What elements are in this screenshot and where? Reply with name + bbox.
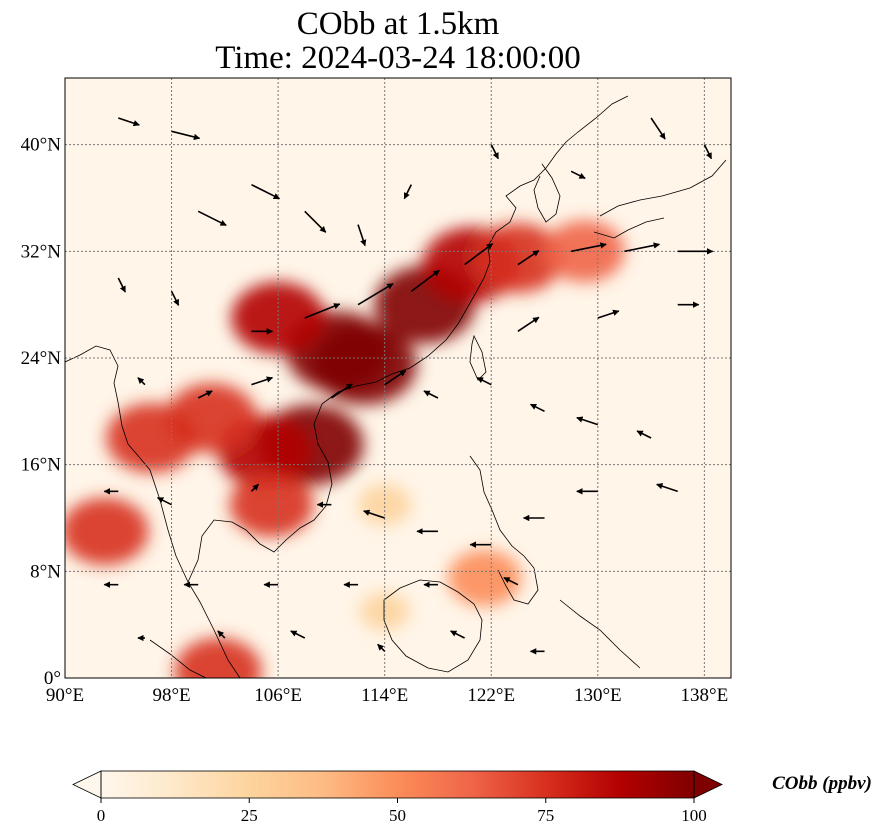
wind-arrow: [571, 242, 607, 253]
wind-arrow: [476, 376, 492, 386]
lon-tick-label: 90°E: [46, 685, 84, 706]
wind-arrow: [197, 390, 213, 399]
wind-arrow: [597, 309, 620, 319]
lon-tick-label: 106°E: [254, 685, 302, 706]
wind-arrow: [251, 376, 274, 386]
wind-arrow: [650, 117, 666, 140]
wind-arrow: [464, 243, 494, 266]
plume-east-china-sea: [472, 223, 564, 293]
wind-arrow: [517, 316, 540, 332]
wind-arrow: [118, 117, 140, 127]
lon-tick-label: 114°E: [361, 685, 408, 706]
plume-mindanao-spot: [447, 549, 522, 607]
wind-arrow: [529, 403, 545, 413]
wind-arrow: [377, 643, 386, 652]
wind-arrow: [250, 483, 260, 492]
wind-arrow: [403, 184, 413, 200]
lon-tick-label: 98°E: [152, 685, 190, 706]
colorbar-ticks: 0 25 50 75 100: [97, 798, 707, 825]
wind-arrow: [576, 416, 599, 426]
map-axes: 90°E 98°E 106°E 114°E 122°E 130°E 138°E 0° 8°N 16…: [21, 135, 729, 706]
plume-cambodia: [229, 472, 314, 537]
lat-tick-label: 40°N: [21, 135, 62, 156]
wind-arrow: [636, 430, 652, 439]
wind-arrow: [423, 390, 439, 399]
colorbar-tick-label: 25: [241, 806, 258, 825]
wind-arrow: [156, 496, 172, 506]
lat-tick-label: 0°: [44, 668, 61, 689]
wind-arrow: [570, 170, 586, 180]
wind-arrow: [117, 277, 126, 293]
plume-south-china-sea-haze: [358, 484, 412, 526]
plume-malay-tip: [174, 637, 262, 678]
wind-arrow: [656, 483, 678, 493]
wind-arrow: [410, 269, 440, 292]
wind-arrow: [384, 370, 407, 386]
wind-arrow: [304, 303, 341, 319]
map-frame: [64, 77, 732, 679]
colorbar-label: CObb (ppbv): [772, 773, 872, 794]
lat-tick-label: 32°N: [21, 241, 62, 262]
plume-myanmar: [106, 403, 197, 473]
wind-arrow: [357, 282, 394, 306]
colorbar-extend-max: [693, 770, 723, 799]
lat-tick-label: 16°N: [21, 455, 62, 476]
wind-arrow: [703, 144, 713, 160]
wind-arrow: [624, 242, 661, 253]
colorbar-tick-label: 100: [681, 806, 707, 825]
figure-subtitle-time: Time: 2024-03-24 18:00:00: [215, 40, 581, 76]
wind-arrow: [450, 630, 465, 639]
wind-arrow: [357, 224, 367, 247]
plume-korea-japan-outflow: [544, 220, 625, 283]
colorbar: 0 25 50 75 100 CObb (ppbv): [72, 770, 872, 825]
colorbar-extend-min: [72, 770, 102, 799]
wind-arrow: [171, 130, 201, 141]
wind-arrow: [363, 509, 385, 519]
lat-tick-label: 8°N: [30, 561, 61, 582]
wind-arrow: [330, 383, 353, 399]
wind-arrow: [197, 210, 227, 227]
wind-arrow: [517, 250, 540, 266]
lat-tick-label: 24°N: [21, 348, 62, 369]
plume-bay-of-bengal-band: [65, 497, 149, 565]
lon-tick-label: 130°E: [574, 685, 622, 706]
map-gridlines: [65, 78, 731, 678]
colorbar-gradient: [101, 771, 694, 798]
colorbar-tick-label: 50: [389, 806, 406, 825]
plume-southern-china: [312, 324, 417, 405]
figure-title: CObb at 1.5km: [296, 6, 500, 42]
wind-arrow: [170, 290, 180, 306]
wind-arrow: [304, 210, 327, 233]
lon-tick-label: 122°E: [467, 685, 515, 706]
colorbar-tick-label: 0: [97, 806, 106, 825]
wind-arrow: [290, 630, 306, 639]
lon-tick-label: 138°E: [681, 685, 729, 706]
wind-vectors: [103, 117, 714, 655]
wind-arrow: [217, 630, 226, 639]
wind-arrow: [137, 377, 146, 386]
wind-arrow: [503, 576, 519, 586]
wind-arrow: [251, 183, 281, 200]
colorbar-tick-label: 75: [537, 806, 554, 825]
wind-arrow: [490, 144, 499, 160]
